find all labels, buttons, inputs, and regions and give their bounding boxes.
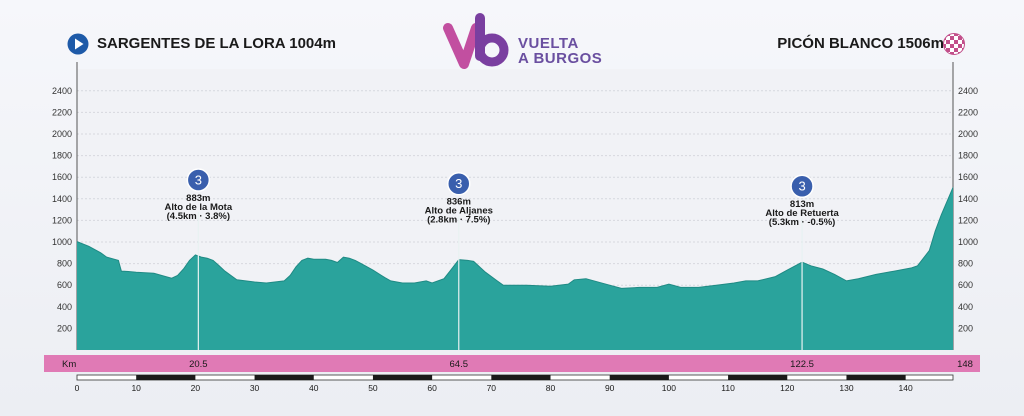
y-tick-label-right: 1200 — [958, 215, 978, 225]
x-tick-label: 80 — [546, 383, 556, 393]
climb-category-label: 3 — [455, 176, 462, 191]
climb-details-label: (5.3km · -0.5%) — [769, 217, 836, 228]
logo-text: VUELTA A BURGOS — [518, 36, 602, 66]
climb-name-label: Alto de la Mota — [165, 202, 233, 213]
y-tick-label-right: 2400 — [958, 86, 978, 96]
y-tick-label-left: 1000 — [52, 237, 72, 247]
y-tick-label-right: 1800 — [958, 151, 978, 161]
climb-details-label: (2.8km · 7.5%) — [427, 215, 490, 226]
x-tick-label: 140 — [899, 383, 913, 393]
y-tick-label-right: 1000 — [958, 237, 978, 247]
km-band-point-label: 64.5 — [450, 359, 469, 370]
x-tick-label: 20 — [191, 383, 201, 393]
y-tick-label-right: 800 — [958, 259, 973, 269]
elevation-profile-area — [77, 187, 953, 350]
climb-details-label: (4.5km · 3.8%) — [167, 211, 230, 222]
distance-scale-segment — [728, 375, 788, 380]
climb-name-label: Alto de Retuerta — [765, 208, 839, 219]
x-tick-label: 130 — [839, 383, 853, 393]
x-tick-label: 50 — [368, 383, 378, 393]
km-band-label: Km — [62, 359, 76, 370]
km-band — [44, 355, 980, 372]
x-tick-label: 40 — [309, 383, 319, 393]
y-tick-label-left: 400 — [57, 302, 72, 312]
y-tick-label-right: 2000 — [958, 129, 978, 139]
climb-elevation-label: 883m — [186, 193, 210, 204]
y-tick-label-left: 600 — [57, 280, 72, 290]
x-tick-label: 90 — [605, 383, 615, 393]
start-location-label: SARGENTES DE LA LORA 1004m — [97, 35, 336, 52]
x-tick-label: 110 — [721, 383, 735, 393]
start-play-icon — [67, 33, 89, 55]
x-tick-label: 70 — [487, 383, 497, 393]
distance-scale-segment — [609, 375, 669, 380]
climb-category-badge — [447, 171, 471, 196]
finish-flag-icon — [943, 33, 965, 55]
y-tick-label-right: 1400 — [958, 194, 978, 204]
climb-elevation-label: 836m — [447, 197, 471, 208]
y-tick-label-right: 200 — [958, 323, 973, 333]
x-tick-label: 10 — [131, 383, 141, 393]
finish-location-label: PICÓN BLANCO 1506m — [777, 35, 944, 52]
climb-category-badge — [790, 174, 814, 198]
y-tick-label-right: 2200 — [958, 107, 978, 117]
y-tick-label-left: 2000 — [52, 129, 72, 139]
y-tick-label-left: 1800 — [52, 151, 72, 161]
y-tick-label-left: 1200 — [52, 215, 72, 225]
y-tick-label-left: 800 — [57, 259, 72, 269]
x-tick-label: 100 — [662, 383, 676, 393]
x-tick-label: 120 — [780, 383, 794, 393]
climb-category-label: 3 — [195, 173, 202, 188]
climb-elevation-label: 813m — [790, 199, 814, 210]
km-band-point-label: 122.5 — [790, 359, 814, 370]
y-tick-label-left: 200 — [57, 323, 72, 333]
distance-scale-segment — [372, 375, 433, 380]
distance-scale-segment — [846, 375, 906, 380]
climb-category-badge — [186, 168, 211, 192]
y-tick-label-right: 1600 — [958, 172, 978, 182]
logo-line1: VUELTA — [518, 35, 579, 52]
distance-scale-segment — [136, 375, 196, 380]
x-tick-label: 0 — [75, 383, 80, 393]
logo-line2: A BURGOS — [518, 50, 603, 67]
vuelta-a-burgos-logo-icon — [443, 13, 509, 69]
elevation-profile-line — [76, 187, 954, 289]
climb-name-label: Alto de Aljanes — [425, 206, 493, 217]
x-tick-label: 60 — [427, 383, 437, 393]
distance-scale-segment — [491, 375, 551, 380]
x-tick-label: 30 — [250, 383, 260, 393]
climb-category-label: 3 — [798, 179, 805, 194]
y-tick-label-left: 2400 — [52, 86, 72, 96]
distance-scale-segment — [254, 375, 314, 380]
km-band-point-label: 20.5 — [189, 359, 208, 370]
y-tick-label-left: 2200 — [52, 107, 72, 117]
y-tick-label-left: 1600 — [52, 172, 72, 182]
km-band-point-label: 148 — [957, 359, 973, 370]
y-tick-label-left: 1400 — [52, 194, 72, 204]
y-tick-label-right: 600 — [958, 280, 973, 290]
y-tick-label-right: 400 — [958, 302, 973, 312]
